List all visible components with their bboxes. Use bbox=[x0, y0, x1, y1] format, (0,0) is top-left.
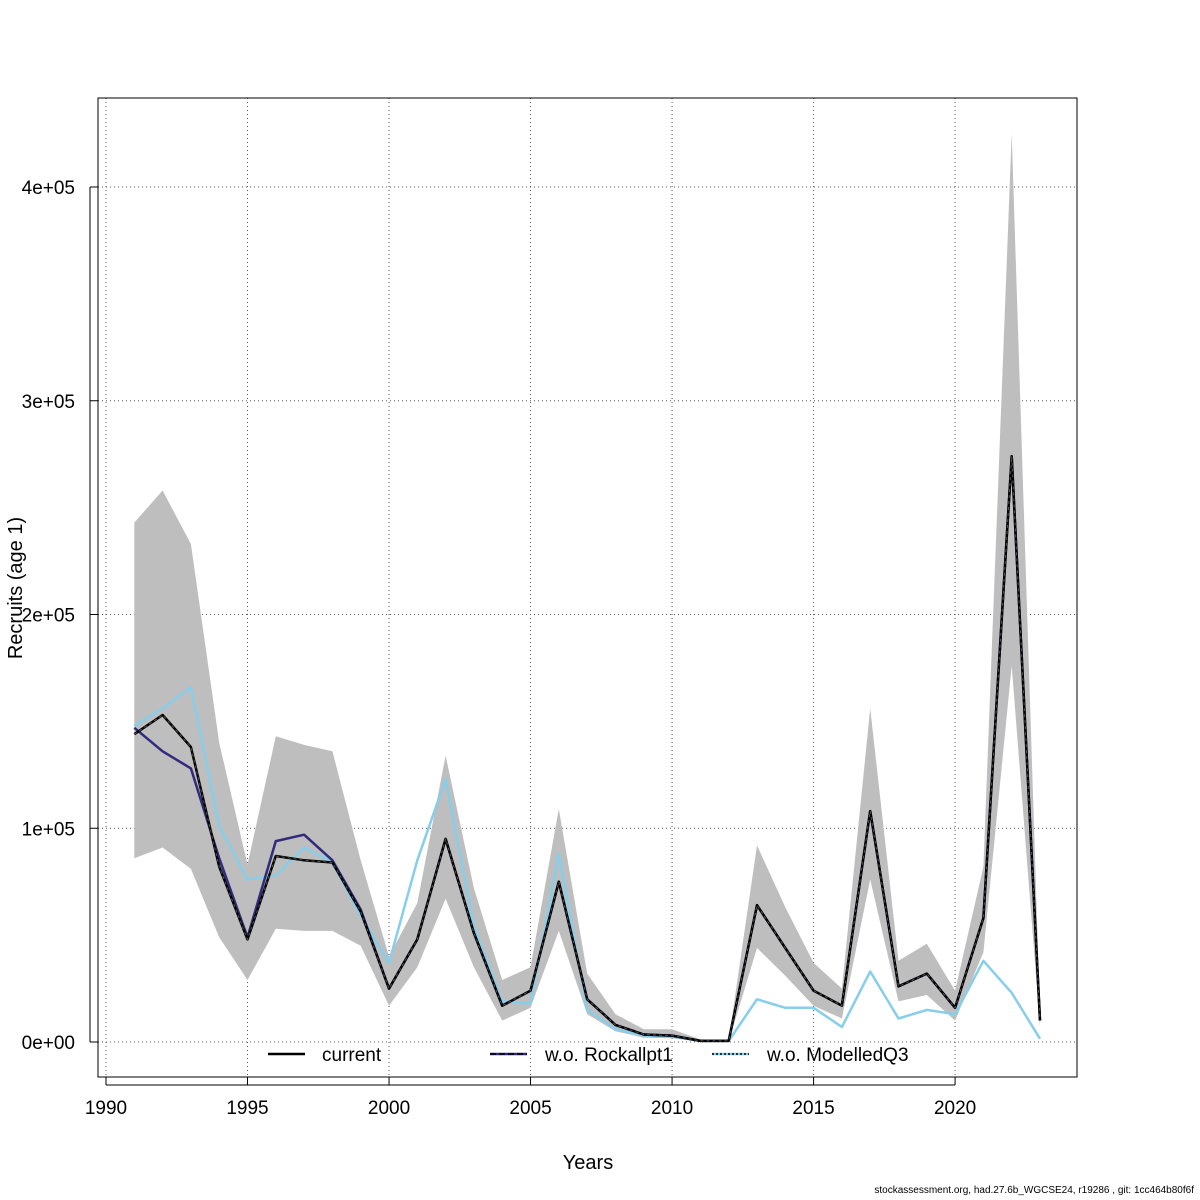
legend-label: current bbox=[322, 1045, 382, 1066]
confidence-band-layer bbox=[134, 133, 1041, 1042]
legend: current w.o. Rockallpt1 w.o. ModelledQ3 bbox=[268, 1045, 909, 1066]
x-axis-title: Years bbox=[563, 1152, 613, 1174]
axis-layer: 1990 1995 2000 2005 2010 2015 2020 0e+00 1e+05 2e… bbox=[22, 178, 977, 1119]
series-layer bbox=[133, 455, 1042, 1043]
x-tick-label: 2015 bbox=[792, 1098, 834, 1119]
x-tick-label: 2020 bbox=[934, 1098, 976, 1119]
y-tick-label: 2e+05 bbox=[22, 606, 75, 627]
x-tick-label: 2010 bbox=[651, 1098, 693, 1119]
y-tick-label: 3e+05 bbox=[22, 392, 75, 413]
x-tick-label: 1990 bbox=[85, 1098, 127, 1119]
y-tick-label: 0e+00 bbox=[22, 1033, 75, 1054]
legend-label: w.o. ModelledQ3 bbox=[766, 1045, 909, 1066]
legend-label: w.o. Rockallpt1 bbox=[544, 1045, 673, 1066]
x-tick-label: 1995 bbox=[226, 1098, 268, 1119]
series-line-2 bbox=[133, 685, 1042, 1043]
plot-frame bbox=[97, 97, 1078, 1078]
y-tick-label: 4e+05 bbox=[22, 178, 75, 199]
series-line-current-overlay bbox=[134, 456, 1041, 1042]
y-tick-label: 1e+05 bbox=[22, 819, 75, 840]
x-tick-label: 2005 bbox=[509, 1098, 551, 1119]
footer-credit: stockassessment.org, had.27.6b_WGCSE24, … bbox=[874, 1185, 1194, 1196]
y-axis-title: Recruits (age 1) bbox=[5, 517, 27, 659]
x-tick-label: 2000 bbox=[368, 1098, 410, 1119]
confidence-band bbox=[134, 133, 1041, 1042]
series-line-0 bbox=[133, 455, 1042, 1043]
series-line-1 bbox=[133, 455, 1042, 1043]
